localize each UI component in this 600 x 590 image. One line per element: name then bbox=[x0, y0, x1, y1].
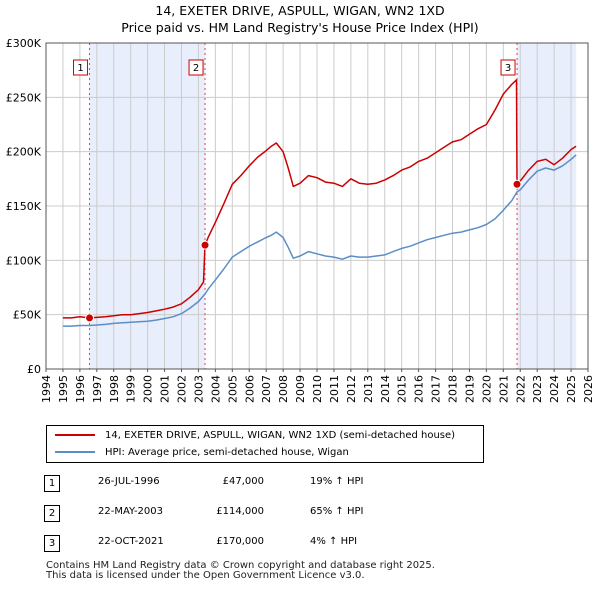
price-chart: 1 2 3 £0 £50K £100K £150K £200K £250K £300K 1994 19… bbox=[6, 37, 595, 403]
x-tick-label: 2013 bbox=[362, 375, 375, 403]
x-tick-label: 2005 bbox=[226, 375, 239, 403]
y-tick-label: £100K bbox=[6, 254, 42, 267]
sale-label-box bbox=[73, 59, 89, 76]
x-tick-label: 2017 bbox=[430, 375, 443, 403]
footer-licence: This data is licensed under the Open Gov… bbox=[46, 570, 365, 581]
x-tick-label: 2000 bbox=[142, 375, 155, 403]
x-tick-label: 1999 bbox=[125, 375, 138, 403]
legend-item-price: 14, EXETER DRIVE, ASPULL, WIGAN, WN2 1XD… bbox=[55, 427, 455, 443]
legend-swatch-hpi bbox=[55, 451, 95, 453]
transaction-price: £47,000 bbox=[222, 476, 264, 487]
legend-label-hpi: HPI: Average price, semi-detached house,… bbox=[105, 446, 349, 458]
x-tick-label: 1994 bbox=[40, 375, 53, 403]
chart-legend: 14, EXETER DRIVE, ASPULL, WIGAN, WN2 1XD… bbox=[46, 425, 484, 463]
transaction-number: 1 bbox=[44, 475, 60, 492]
transaction-date: 22-OCT-2021 bbox=[98, 536, 164, 547]
sale-label-box bbox=[500, 59, 516, 76]
x-tick-label: 2022 bbox=[514, 375, 527, 403]
x-tick-label: 2006 bbox=[243, 375, 256, 403]
x-tick-label: 2026 bbox=[582, 375, 595, 403]
transactions-table: 1 26-JUL-1996 £47,000 19% ↑ HPI 2 22-MAY… bbox=[44, 473, 464, 563]
sale-label: 2 bbox=[193, 63, 199, 74]
x-tick-label: 2009 bbox=[294, 375, 307, 403]
x-tick-label: 2020 bbox=[480, 375, 493, 403]
x-tick-label: 2021 bbox=[497, 375, 510, 403]
chart-title: 14, EXETER DRIVE, ASPULL, WIGAN, WN2 1XD bbox=[155, 3, 445, 18]
transaction-hpi: 19% ↑ HPI bbox=[310, 476, 364, 487]
x-tick-label: 1996 bbox=[74, 375, 87, 403]
x-tick-label: 2025 bbox=[565, 375, 578, 403]
x-tick-label: 2008 bbox=[277, 375, 290, 403]
x-tick-label: 2024 bbox=[548, 375, 561, 403]
sale-point bbox=[200, 240, 210, 250]
transaction-date: 22-MAY-2003 bbox=[98, 506, 164, 517]
x-tick-label: 2002 bbox=[176, 375, 189, 403]
y-tick-label: £50K bbox=[13, 309, 42, 322]
x-tick-label: 2003 bbox=[192, 375, 205, 403]
transaction-row: 3 22-OCT-2021 £170,000 4% ↑ HPI bbox=[44, 533, 464, 563]
y-tick-label: £0 bbox=[27, 363, 41, 376]
sale-point bbox=[85, 313, 95, 323]
chart-subtitle: Price paid vs. HM Land Registry's House … bbox=[121, 20, 479, 35]
y-tick-label: £200K bbox=[6, 146, 42, 159]
x-tick-label: 2004 bbox=[209, 375, 222, 403]
legend-label-price: 14, EXETER DRIVE, ASPULL, WIGAN, WN2 1XD… bbox=[105, 429, 456, 441]
sale-label: 1 bbox=[77, 63, 83, 74]
footer: Contains HM Land Registry data © Crown c… bbox=[46, 561, 435, 581]
x-tick-label: 2016 bbox=[413, 375, 426, 403]
x-tick-label: 1997 bbox=[91, 375, 104, 403]
x-tick-label: 2012 bbox=[345, 375, 358, 403]
x-tick-label: 2011 bbox=[328, 375, 341, 403]
x-tick-label: 2019 bbox=[463, 375, 476, 403]
transaction-row: 1 26-JUL-1996 £47,000 19% ↑ HPI bbox=[44, 473, 464, 503]
sale-label: 3 bbox=[505, 63, 511, 74]
legend-swatch-price bbox=[55, 434, 95, 436]
transaction-row: 2 22-MAY-2003 £114,000 65% ↑ HPI bbox=[44, 503, 464, 533]
transaction-hpi: 4% ↑ HPI bbox=[310, 536, 358, 547]
x-tick-label: 1998 bbox=[108, 375, 121, 403]
x-tick-label: 2007 bbox=[260, 375, 273, 403]
transaction-number: 2 bbox=[44, 505, 60, 522]
hpi-line bbox=[62, 154, 577, 327]
transaction-price: £170,000 bbox=[216, 536, 264, 547]
footer-copyright: Contains HM Land Registry data © Crown c… bbox=[46, 560, 435, 571]
sale-point bbox=[512, 179, 522, 189]
x-tick-label: 1995 bbox=[57, 375, 70, 403]
legend-item-hpi: HPI: Average price, semi-detached house,… bbox=[55, 444, 349, 460]
x-tick-label: 2023 bbox=[531, 375, 544, 403]
transaction-price: £114,000 bbox=[216, 506, 264, 517]
y-tick-label: £300K bbox=[6, 37, 42, 50]
y-tick-label: £250K bbox=[6, 91, 42, 104]
y-tick-label: £150K bbox=[6, 200, 42, 213]
price-paid-line bbox=[62, 79, 577, 319]
x-tick-label: 2001 bbox=[159, 375, 172, 403]
x-tick-label: 2010 bbox=[311, 375, 324, 403]
x-tick-label: 2015 bbox=[396, 375, 409, 403]
sale-label-box bbox=[188, 59, 204, 76]
x-tick-label: 2018 bbox=[447, 375, 460, 403]
x-tick-label: 2014 bbox=[379, 375, 392, 403]
transaction-number: 3 bbox=[44, 535, 60, 552]
transaction-date: 26-JUL-1996 bbox=[98, 476, 160, 487]
transaction-hpi: 65% ↑ HPI bbox=[310, 506, 364, 517]
